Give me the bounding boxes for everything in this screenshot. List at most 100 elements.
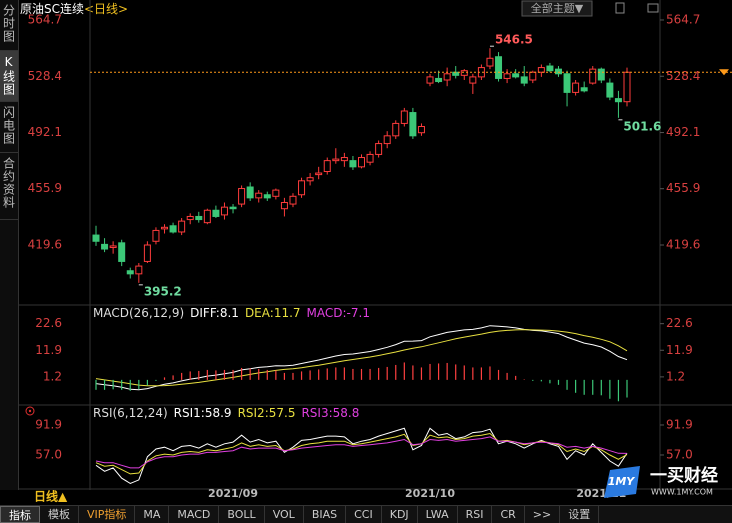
legend-value: 58.8 (333, 406, 360, 420)
candle-body (520, 76, 528, 84)
candle-body (460, 70, 468, 76)
high-annotation: 546.5 (495, 33, 533, 47)
indicator-title: RSI(6,12,24) (93, 406, 168, 420)
candle-body (315, 172, 323, 176)
candle-body (169, 225, 177, 233)
sidebar-tab[interactable]: K线图 (0, 51, 18, 102)
logo-badge (604, 466, 640, 498)
y-tick-label: 57.0 (666, 447, 693, 461)
candle-body (546, 65, 554, 72)
candle-body (503, 73, 511, 79)
toolbar-tab[interactable]: 设置 (560, 506, 600, 523)
candle-body (298, 180, 306, 196)
low-annotation: 501.6 (623, 119, 661, 133)
y-tick-label: 492.1 (666, 125, 700, 139)
candle-body (152, 229, 160, 242)
y-tick-label: 455.9 (28, 181, 62, 195)
candle-body (118, 242, 126, 262)
candle-body (495, 56, 503, 79)
candle-body (101, 243, 109, 250)
sidebar-tab[interactable]: 分时图 (0, 0, 18, 51)
y-tick-label: 57.0 (35, 447, 62, 461)
toolbar-tab[interactable]: RSI (458, 506, 493, 523)
indicator-line (95, 325, 628, 391)
sidebar-tab[interactable]: 闪电图 (0, 102, 18, 153)
candle-body (255, 192, 263, 199)
candle-body (229, 206, 237, 210)
toolbar-tab[interactable]: KDJ (382, 506, 418, 523)
toolbar-tab[interactable]: 模板 (40, 506, 79, 523)
candle-body (392, 122, 400, 137)
candle-body (580, 87, 588, 92)
instrument: 原油SC连续 (20, 1, 84, 16)
toolbar: 指标 模板 VIP指标 MA MACD BOLL VOL BIAS CCI KDJ LWA RSI CR… (0, 505, 732, 523)
candle-body (375, 143, 383, 155)
y-tick-label: 1.2 (666, 369, 685, 383)
candle-body (529, 71, 537, 81)
toolbar-tab[interactable]: VOL (265, 506, 304, 523)
toolbar-tab[interactable]: BOLL (219, 506, 265, 523)
toolbar-tab[interactable]: 指标 (0, 506, 40, 523)
candle-body (358, 157, 365, 168)
candle-body (606, 82, 614, 98)
sidebar-tab[interactable]: 合约资料 (0, 153, 18, 220)
y-tick-label: 22.6 (666, 316, 693, 330)
y-tick-label: 419.6 (28, 237, 62, 251)
toolbar-tab[interactable]: MACD (169, 506, 220, 523)
target-icon[interactable] (25, 406, 35, 416)
candle-body (332, 158, 340, 162)
toolbar-tab[interactable]: VIP指标 (79, 506, 136, 523)
plot: 419.6 419.6 455.9 455.9 492.1 492.1 528.4 528.4… (28, 12, 732, 500)
y-tick-label: 528.4 (28, 69, 62, 83)
indicator-line (95, 432, 628, 475)
candle-body (143, 244, 151, 262)
candle-body (263, 194, 271, 199)
sidebar: 分时图 K线图 闪电图 合约资料 (0, 0, 19, 490)
toolbar-tab[interactable]: MA (135, 506, 170, 523)
period-button[interactable]: 日线▲ (34, 489, 68, 504)
toolbar-tab[interactable]: CR (492, 506, 525, 523)
indicator-legend: RSI(6,12,24) RSI1:58.9 RSI2:57.5 RSI3:58.8 (93, 406, 359, 420)
candle-body (186, 215, 194, 221)
candle-body (623, 71, 631, 103)
x-tick-label: 2021/10 (405, 487, 455, 500)
y-tick-label: 564.7 (28, 12, 62, 26)
legend-name: MACD: (307, 306, 347, 320)
toolbar-tab[interactable]: >> (525, 506, 561, 523)
candle-body (323, 160, 331, 172)
instrument-header: 原油SC连续<日线> (20, 1, 128, 16)
y-tick-label: 492.1 (28, 125, 62, 139)
logo: 1MY 一买财经 WWW.1MY.COM (604, 465, 718, 498)
candle-body (280, 202, 288, 210)
candle-body (512, 73, 520, 78)
y-tick-label: 91.9 (666, 417, 693, 431)
toolbar-tab[interactable]: LWA (418, 506, 458, 523)
window-icon[interactable] (647, 3, 659, 13)
candle-body (469, 76, 477, 84)
theme-button[interactable] (521, 0, 593, 17)
window-icon[interactable] (615, 2, 625, 14)
y-tick-label: 1.2 (43, 369, 62, 383)
legend-value: -7.1 (347, 306, 370, 320)
legend-name: DIFF: (190, 306, 220, 320)
candle-body (238, 188, 246, 205)
legend-value: 8.1 (220, 306, 239, 320)
candle-body (426, 76, 434, 84)
candle-body (340, 157, 348, 162)
low-annotation: 395.2 (144, 284, 182, 298)
candle-body (306, 177, 314, 182)
candle-body (203, 209, 211, 224)
candle-body (537, 67, 545, 73)
theme-button-label[interactable]: 全部主题▼ (531, 1, 584, 15)
legend-name: RSI3: (301, 406, 332, 420)
candle-body (597, 68, 605, 81)
candle-body (289, 195, 297, 205)
toolbar-tab[interactable]: BIAS (304, 506, 347, 523)
legend-name: RSI2: (238, 406, 269, 420)
candle-body (409, 112, 417, 137)
target-icon (28, 409, 32, 413)
candle-body (572, 82, 580, 93)
toolbar-tab[interactable]: CCI (346, 506, 382, 523)
period: <日线> (84, 2, 128, 16)
legend-name: DEA: (245, 306, 274, 320)
